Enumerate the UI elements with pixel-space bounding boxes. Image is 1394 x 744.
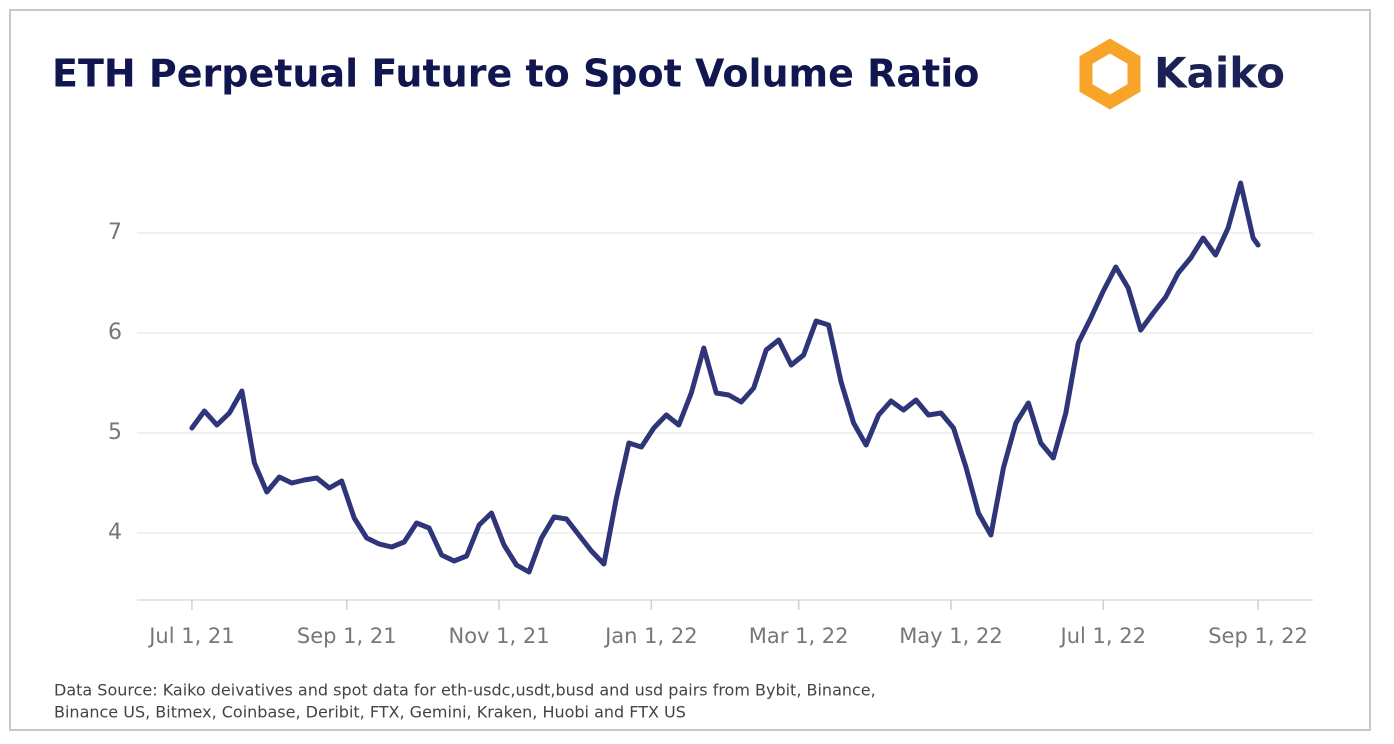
x-tick-label: Jul 1, 21 (147, 624, 234, 648)
frame (9, 9, 1371, 731)
chart-title: ETH Perpetual Future to Spot Volume Rati… (52, 52, 979, 96)
x-tick-label: Sep 1, 22 (1208, 624, 1308, 648)
y-tick-label: 6 (108, 320, 122, 345)
line (189, 180, 1261, 575)
x-tick-label: Jul 1, 22 (1059, 624, 1146, 648)
source-note: Data Source: Kaiko deivatives and spot d… (54, 681, 876, 700)
logo-icon (1079, 38, 1141, 110)
y-tick-label: 5 (108, 420, 122, 445)
source-note: Binance US, Bitmex, Coinbase, Deribit, F… (54, 703, 686, 722)
y-tick-label: 7 (108, 220, 122, 245)
x-tick-label: May 1, 22 (899, 624, 1003, 648)
y-tick-label: 4 (108, 520, 122, 545)
brand: Kaiko (1154, 49, 1285, 98)
x-tick-label: Sep 1, 21 (297, 624, 397, 648)
x-tick-label: Mar 1, 22 (749, 624, 849, 648)
logo: Kaiko (1079, 38, 1285, 110)
x-tick-label: Nov 1, 21 (448, 624, 549, 648)
x-tick-label: Jan 1, 22 (603, 624, 697, 648)
logo-gap (1094, 66, 1106, 82)
